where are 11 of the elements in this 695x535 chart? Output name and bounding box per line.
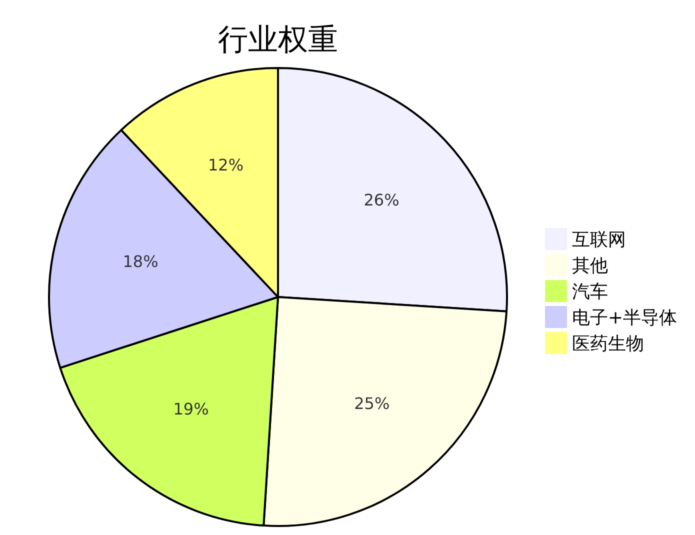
data-label: 26% <box>364 190 400 210</box>
slice-label: 互联网 <box>572 230 626 250</box>
data-label: 18% <box>122 252 158 272</box>
chart-title: 行业权重 <box>218 22 338 58</box>
data-label: 19% <box>173 400 209 419</box>
data-label: 12% <box>208 155 244 174</box>
data-label: 25% <box>354 394 390 413</box>
legend-label: 医药生物 <box>572 334 644 354</box>
legend-label: 汽车 <box>572 282 608 302</box>
legend-label: 电子+半导体 <box>572 308 678 328</box>
legend-label: 其他 <box>572 256 608 276</box>
